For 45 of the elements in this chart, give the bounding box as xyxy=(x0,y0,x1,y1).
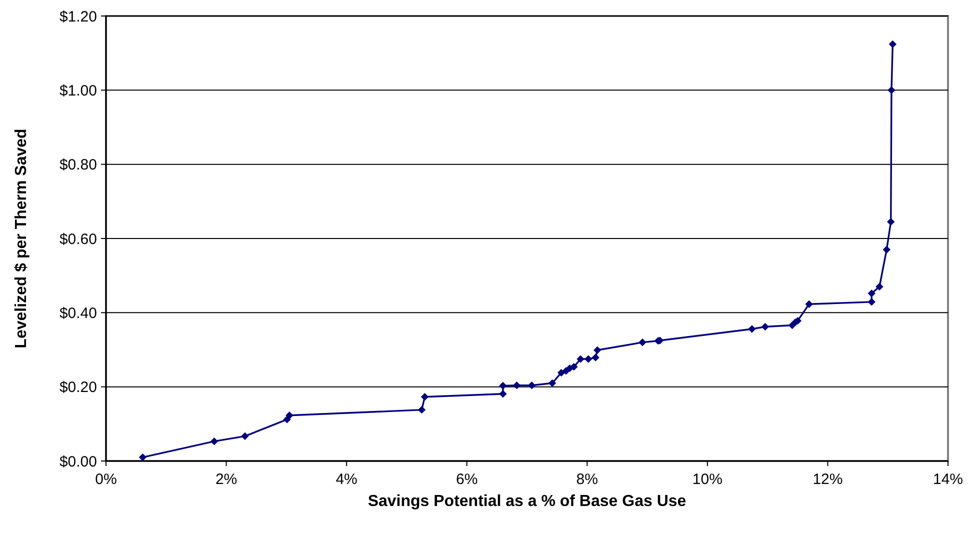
y-tick-label: $0.80 xyxy=(59,156,97,174)
x-tick-label: 14% xyxy=(932,471,964,488)
point xyxy=(499,382,507,390)
y-tick-label: $1.00 xyxy=(59,82,97,100)
point xyxy=(876,282,884,291)
x-axis-title: Savings Potential as a % of Base Gas Use xyxy=(368,493,686,510)
point xyxy=(748,325,756,333)
point xyxy=(868,290,876,298)
point xyxy=(138,453,147,462)
point xyxy=(512,382,521,390)
point xyxy=(210,437,218,446)
y-axis-title: Levelized $ per Therm Saved xyxy=(13,128,30,348)
x-tick-label: 2% xyxy=(215,471,238,488)
point xyxy=(576,355,584,363)
point xyxy=(528,382,536,390)
point xyxy=(761,322,770,331)
point xyxy=(594,346,602,354)
x-tick-label: 10% xyxy=(692,471,722,488)
point xyxy=(888,86,896,94)
point xyxy=(638,338,646,346)
point xyxy=(888,40,897,48)
y-tick-label: $0.40 xyxy=(59,304,97,322)
point xyxy=(882,246,891,254)
point xyxy=(805,300,813,308)
point xyxy=(420,392,429,401)
point xyxy=(557,368,566,377)
point xyxy=(868,298,876,306)
point xyxy=(499,390,507,398)
point xyxy=(570,362,578,371)
point xyxy=(286,412,294,420)
point xyxy=(584,355,592,363)
point xyxy=(887,218,895,226)
x-tick-label: 8% xyxy=(576,471,598,488)
x-tick-label: 6% xyxy=(456,471,478,488)
point xyxy=(548,379,556,387)
x-tick-label: 0% xyxy=(95,471,117,488)
y-tick-label: $1.20 xyxy=(59,8,97,26)
y-tick-label: $0.00 xyxy=(59,453,97,470)
point xyxy=(418,406,426,414)
y-tick-label: $0.20 xyxy=(59,379,97,396)
x-tick-label: 4% xyxy=(336,471,358,488)
point xyxy=(241,432,249,440)
point xyxy=(592,354,600,362)
x-tick-label: 12% xyxy=(812,471,843,488)
y-tick-label: $0.60 xyxy=(59,230,97,248)
